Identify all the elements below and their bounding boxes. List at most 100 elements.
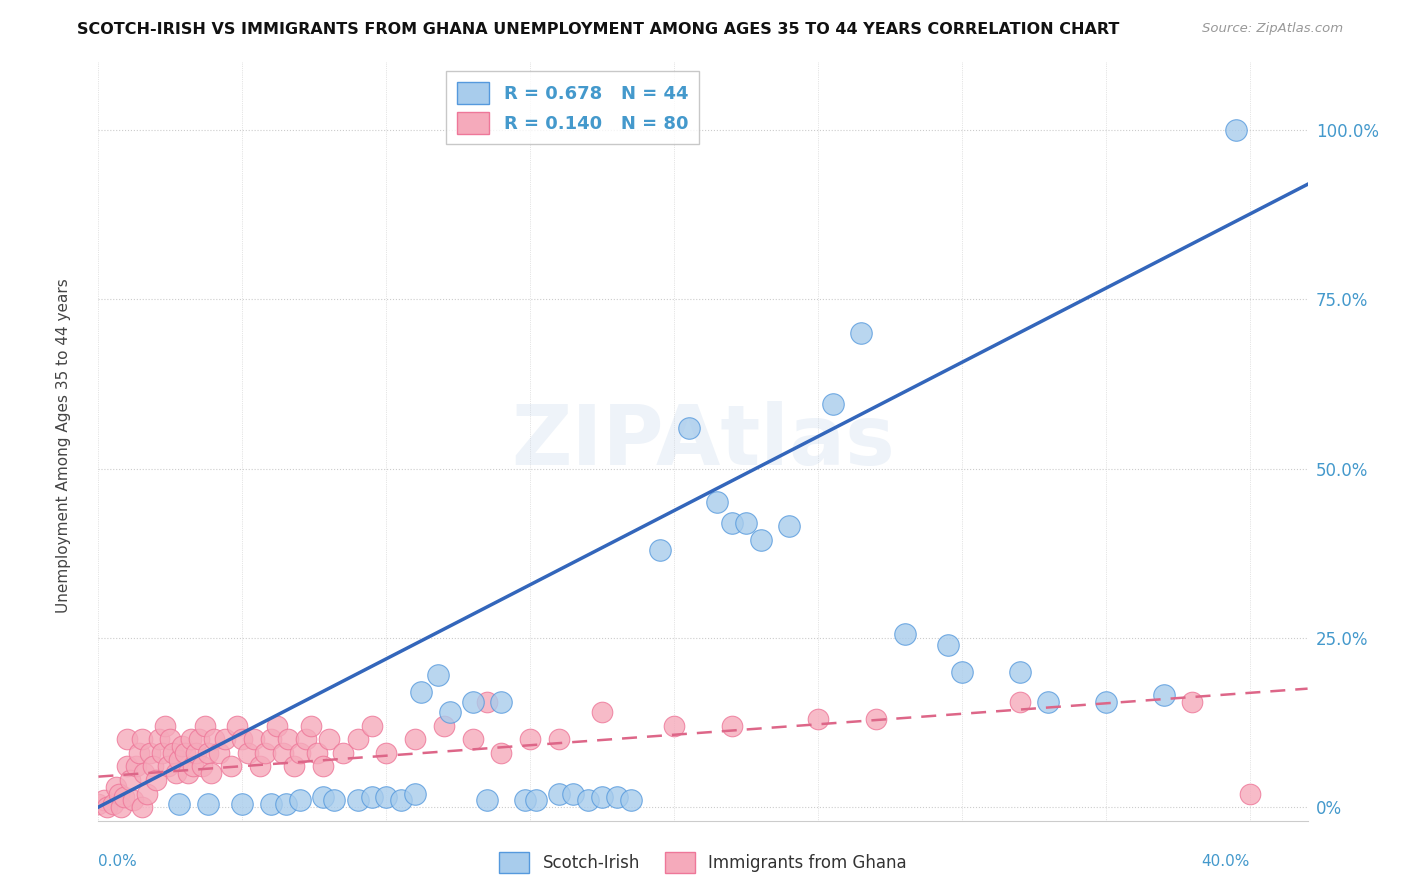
Point <box>950 665 973 679</box>
Point <box>1008 695 1031 709</box>
Point <box>1038 695 1060 709</box>
Point <box>562 787 585 801</box>
Point <box>225 719 247 733</box>
Point <box>112 789 135 804</box>
Point <box>202 732 225 747</box>
Point <box>176 766 198 780</box>
Point <box>778 519 800 533</box>
Point <box>260 732 283 747</box>
Point <box>134 766 156 780</box>
Point <box>851 326 873 341</box>
Text: Source: ZipAtlas.com: Source: ZipAtlas.com <box>1202 22 1343 36</box>
Point <box>200 766 222 780</box>
Point <box>231 732 253 747</box>
Point <box>107 787 129 801</box>
Point <box>346 732 368 747</box>
Point <box>404 732 426 747</box>
Point <box>159 732 181 747</box>
Point <box>260 797 283 811</box>
Point <box>821 397 844 411</box>
Point <box>1095 695 1118 709</box>
Point <box>433 719 456 733</box>
Point <box>283 759 305 773</box>
Point <box>128 746 150 760</box>
Point <box>208 746 231 760</box>
Text: Unemployment Among Ages 35 to 44 years: Unemployment Among Ages 35 to 44 years <box>56 278 70 614</box>
Point <box>115 732 138 747</box>
Point <box>183 759 205 773</box>
Text: ZIPAtlas: ZIPAtlas <box>510 401 896 482</box>
Text: 0.0%: 0.0% <box>98 855 138 870</box>
Point <box>606 789 628 804</box>
Point <box>186 746 208 760</box>
Point <box>475 695 498 709</box>
Legend: Scotch-Irish, Immigrants from Ghana: Scotch-Irish, Immigrants from Ghana <box>492 846 914 880</box>
Point <box>591 789 613 804</box>
Point <box>153 719 176 733</box>
Point <box>427 668 450 682</box>
Point <box>93 793 115 807</box>
Point <box>491 695 513 709</box>
Point <box>162 746 184 760</box>
Point <box>312 759 335 773</box>
Point <box>156 759 179 773</box>
Point <box>678 421 700 435</box>
Point <box>548 787 571 801</box>
Point <box>274 797 297 811</box>
Point <box>375 746 398 760</box>
Point <box>266 719 288 733</box>
Point <box>1008 665 1031 679</box>
Point <box>548 732 571 747</box>
Point <box>513 793 536 807</box>
Point <box>332 746 354 760</box>
Point <box>277 732 299 747</box>
Point <box>122 793 145 807</box>
Point <box>150 746 173 760</box>
Point <box>389 793 412 807</box>
Point <box>620 793 643 807</box>
Point <box>165 766 187 780</box>
Point <box>720 719 742 733</box>
Point <box>167 797 190 811</box>
Point <box>524 793 547 807</box>
Point <box>648 542 671 557</box>
Point <box>243 732 266 747</box>
Point <box>591 706 613 720</box>
Point <box>288 793 311 807</box>
Point <box>148 732 170 747</box>
Point <box>706 495 728 509</box>
Point <box>136 787 159 801</box>
Point <box>214 732 236 747</box>
Point <box>167 753 190 767</box>
Point <box>139 746 162 760</box>
Point <box>720 516 742 530</box>
Point <box>120 772 142 787</box>
Point <box>180 732 202 747</box>
Point <box>893 627 915 641</box>
Point <box>1239 787 1261 801</box>
Point <box>301 719 323 733</box>
Point <box>404 787 426 801</box>
Point <box>1153 689 1175 703</box>
Text: 40.0%: 40.0% <box>1202 855 1250 870</box>
Point <box>664 719 686 733</box>
Point <box>197 797 219 811</box>
Legend: R = 0.678   N = 44, R = 0.140   N = 80: R = 0.678 N = 44, R = 0.140 N = 80 <box>446 71 699 145</box>
Point <box>439 706 461 720</box>
Point <box>125 759 148 773</box>
Text: SCOTCH-IRISH VS IMMIGRANTS FROM GHANA UNEMPLOYMENT AMONG AGES 35 TO 44 YEARS COR: SCOTCH-IRISH VS IMMIGRANTS FROM GHANA UN… <box>77 22 1119 37</box>
Point <box>807 712 830 726</box>
Point <box>96 800 118 814</box>
Point <box>170 739 193 754</box>
Point <box>735 516 758 530</box>
Point <box>491 746 513 760</box>
Point <box>749 533 772 547</box>
Point <box>361 719 384 733</box>
Point <box>936 638 959 652</box>
Point <box>173 746 195 760</box>
Point <box>236 746 259 760</box>
Point <box>254 746 277 760</box>
Point <box>461 695 484 709</box>
Point <box>576 793 599 807</box>
Point <box>288 746 311 760</box>
